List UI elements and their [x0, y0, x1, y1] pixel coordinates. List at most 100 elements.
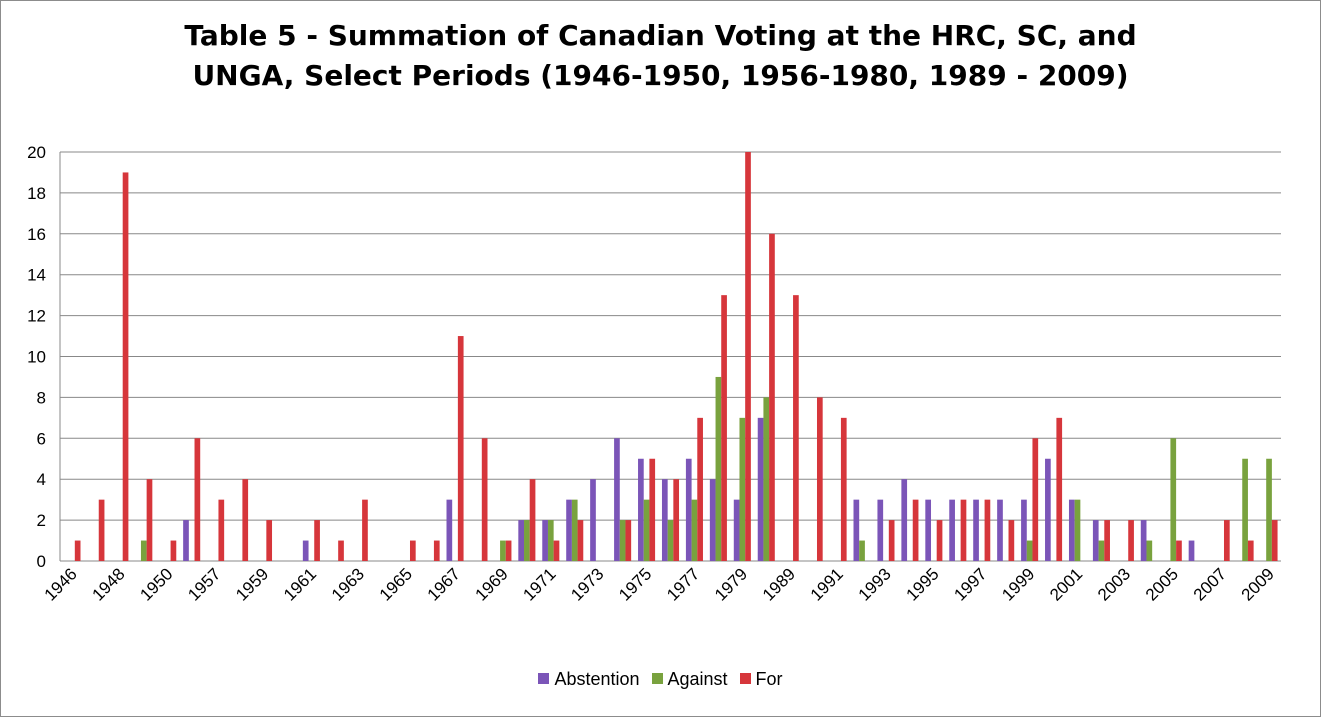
- bar-for: [1032, 438, 1039, 561]
- x-tick-label: 1961: [280, 564, 320, 604]
- bar-for: [1128, 520, 1134, 561]
- y-tick-label: 14: [27, 266, 46, 285]
- bar-for: [218, 499, 225, 561]
- bar-for: [1104, 520, 1110, 561]
- bar-for: [338, 540, 344, 561]
- bar-for: [529, 479, 536, 561]
- bar-abstention: [1021, 499, 1027, 561]
- x-tick-label: 1973: [567, 564, 607, 604]
- bar-for: [673, 479, 680, 561]
- bar-for: [146, 479, 153, 561]
- legend-label: For: [755, 669, 783, 689]
- bar-against: [619, 520, 626, 561]
- bar-for: [194, 438, 201, 561]
- bar-for: [888, 520, 895, 561]
- x-tick-label: 1959: [232, 564, 272, 604]
- legend-item: Abstention: [538, 669, 640, 690]
- bar-against: [715, 376, 722, 561]
- chart-legend: Abstention Against For: [0, 669, 1321, 690]
- bar-against: [1242, 458, 1248, 561]
- bar-against: [763, 397, 770, 561]
- bar-for: [362, 499, 368, 561]
- bar-for: [122, 172, 129, 561]
- x-tick-label: 1991: [807, 564, 847, 604]
- bar-abstention: [1140, 520, 1147, 561]
- bar-for: [481, 438, 488, 561]
- bar-against: [1098, 540, 1105, 561]
- x-tick-label: 1979: [711, 564, 751, 604]
- x-tick-label: 1997: [950, 564, 990, 604]
- bar-abstention: [757, 417, 764, 561]
- x-tick-label: 1999: [998, 564, 1038, 604]
- y-tick-label: 4: [37, 470, 46, 489]
- x-tick-label: 1967: [424, 564, 464, 604]
- x-tick-label: 2005: [1142, 564, 1182, 604]
- bar-for: [984, 499, 991, 561]
- bar-for: [1247, 540, 1254, 561]
- bar-against: [667, 520, 674, 561]
- bar-abstention: [614, 438, 620, 561]
- bar-for: [98, 499, 105, 561]
- chart-title-line-2: UNGA, Select Periods (1946-1950, 1956-19…: [192, 59, 1129, 92]
- x-tick-label: 1946: [41, 564, 81, 604]
- bar-abstention: [1068, 499, 1075, 561]
- y-tick-label: 12: [27, 307, 46, 326]
- bar-for: [816, 397, 823, 561]
- y-tick-label: 6: [37, 429, 46, 448]
- bar-for: [433, 540, 440, 561]
- x-tick-label: 2001: [1046, 564, 1086, 604]
- bar-for: [1271, 520, 1278, 561]
- bar-against: [643, 499, 650, 561]
- bar-against: [571, 499, 578, 561]
- bar-abstention: [1188, 540, 1195, 561]
- x-tick-label: 1971: [519, 564, 559, 604]
- bar-against: [739, 417, 746, 561]
- bar-against: [1146, 540, 1153, 561]
- bar-for: [793, 295, 799, 561]
- bar-for: [409, 540, 416, 561]
- bar-abstention: [302, 540, 309, 561]
- legend-item: Against: [651, 669, 728, 690]
- bar-for: [745, 152, 751, 561]
- x-tick-label: 1993: [855, 564, 895, 604]
- bar-against: [1074, 499, 1081, 561]
- bar-for: [314, 520, 320, 561]
- bar-for: [769, 233, 775, 562]
- bar-for: [1223, 520, 1230, 561]
- bar-against: [500, 540, 506, 561]
- bar-abstention: [1045, 458, 1051, 561]
- bar-abstention: [901, 479, 908, 561]
- x-tick-label: 1965: [376, 564, 416, 604]
- bar-against: [547, 520, 554, 561]
- chart-title-line-1: Table 5 - Summation of Canadian Voting a…: [184, 19, 1137, 52]
- bar-for: [1008, 520, 1015, 561]
- x-tick-label: 2003: [1094, 564, 1134, 604]
- bar-abstention: [853, 499, 860, 561]
- bar-abstention: [590, 479, 596, 561]
- bar-abstention: [709, 479, 716, 561]
- legend-swatch: [538, 673, 550, 684]
- x-tick-label: 1969: [472, 564, 512, 604]
- bar-against: [1026, 540, 1033, 561]
- legend-swatch: [739, 673, 751, 684]
- bar-against: [140, 540, 147, 561]
- bar-abstention: [877, 499, 884, 561]
- bar-for: [170, 540, 177, 561]
- bar-abstention: [925, 499, 932, 561]
- bar-for: [960, 499, 967, 561]
- bar-abstention: [997, 499, 1003, 561]
- legend-item: For: [739, 669, 783, 690]
- legend-swatch: [651, 673, 663, 684]
- bar-abstention: [183, 520, 189, 561]
- bar-against: [524, 520, 530, 561]
- bar-abstention: [638, 458, 644, 561]
- x-tick-label: 1957: [184, 564, 224, 604]
- y-tick-label: 16: [27, 225, 46, 244]
- bar-for: [625, 520, 632, 561]
- y-tick-label: 2: [37, 511, 46, 530]
- bar-for: [553, 540, 560, 561]
- y-tick-label: 10: [27, 348, 46, 367]
- bar-abstention: [518, 520, 525, 561]
